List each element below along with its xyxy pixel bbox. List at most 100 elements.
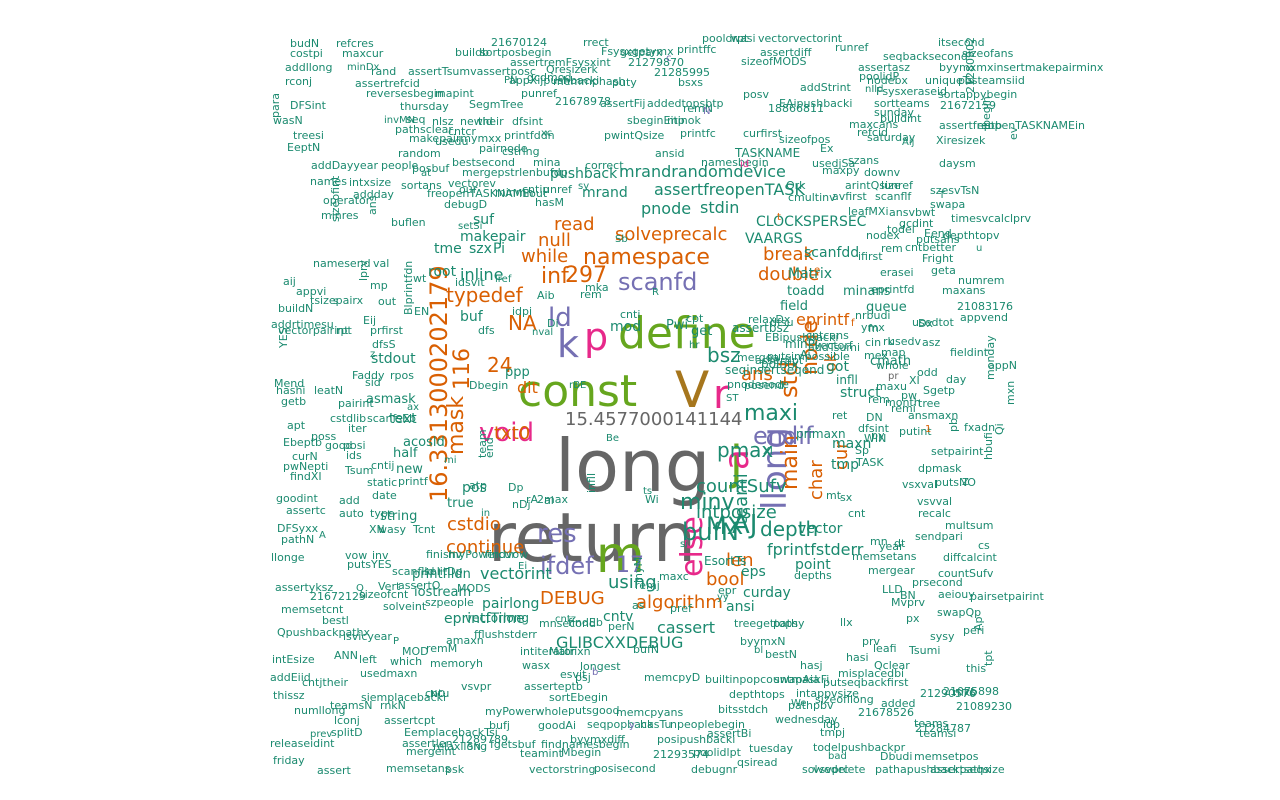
cloud-word: depthtopv [943,229,1000,242]
cloud-word: cin [865,336,882,349]
cloud-word: memsetans [386,762,451,775]
cloud-word: pwNepti [283,460,329,473]
cloud-word: misplacedbi [838,667,905,680]
cloud-word: mka [585,281,609,294]
cloud-word: pathN [281,533,315,546]
cloud-word: usedjSa [812,157,856,170]
cloud-word: read [554,214,595,235]
cloud-word: cstdio [447,514,501,535]
cloud-word: assertbsz [732,321,790,335]
cloud-word: suf [473,212,495,228]
cloud-word: splitD [331,726,363,739]
cloud-word: rA [526,493,539,506]
cloud-word: sortans [401,179,442,192]
cloud-word: cnt [848,507,866,520]
cloud-word: maxcans [849,118,899,131]
cloud-word: ids [346,449,362,462]
cloud-word: maxu [876,380,907,393]
cloud-word: saturday [867,131,916,144]
cloud-word: gcdmod [527,71,572,84]
cloud-word: P [393,636,400,647]
cloud-word: lconj [334,714,360,727]
cloud-word: buf [460,309,483,325]
cloud-word: intEsize [272,653,315,666]
cloud-word: continue [446,537,525,558]
cloud-word: mergear [868,564,915,577]
cloud-word: goodAi [538,719,577,732]
cloud-word: teamsN [330,699,373,712]
cloud-word: bestsecond [452,156,516,169]
cloud-word: todelpushbackpr [813,741,906,754]
cloud-word: thursday [400,100,449,113]
cloud-word: p [584,315,609,359]
cloud-word: rpt [336,324,352,337]
cloud-word: minok [667,114,701,127]
cloud-word: AJ [732,510,758,540]
cloud-word: countSufv [938,567,994,580]
cloud-word: timesvcalclprv [951,212,1032,225]
cloud-word: left [359,653,377,666]
cloud-word: llx [840,616,853,629]
cloud-word: 21285995 [654,66,710,79]
cloud-word: Di [547,317,559,330]
cloud-word: fieldint [950,346,989,359]
cloud-word: nIld [865,84,884,95]
cloud-word: mask [444,395,469,455]
cloud-word: k [557,322,580,366]
cloud-word: sortEbegin [549,691,609,704]
cloud-word: names [310,175,347,188]
cloud-word: aij [283,275,296,288]
cloud-word: stdin [700,198,740,217]
cloud-word: month [885,396,921,409]
cloud-word: remi [891,402,916,415]
cloud-word: asz [922,336,941,349]
cloud-word: getb [281,395,307,408]
cloud-word: as [632,599,645,612]
cloud-word: sizeofMODS [741,55,807,68]
cloud-word: pairnode [479,142,528,155]
cloud-word: Blprintfdn [402,260,415,315]
cloud-word: sid [365,376,381,389]
cloud-word: EN [414,305,430,318]
cloud-word: 21672129 [310,590,366,603]
cloud-word: memsetpos [914,750,979,763]
cloud-word: maxi [744,401,799,426]
cloud-word: using [608,572,657,593]
cloud-word: mergeint [406,745,456,758]
cloud-word: minPi [785,337,818,351]
cloud-word: cntbetter [905,241,956,254]
cloud-word: assertasz [858,61,911,74]
cloud-word: type [370,507,395,520]
cloud-word: val [373,257,390,270]
cloud-word: ibegin [980,96,993,130]
cloud-word: getparx [620,46,663,59]
cloud-word: 21279870 [628,56,684,69]
cloud-word: asserteptb [524,680,583,693]
cloud-word: buildN [278,302,314,315]
cloud-word: asmask [366,392,416,407]
cloud-word: mina [533,156,561,169]
cloud-word: para [269,93,282,118]
cloud-word: bufN [682,518,739,546]
cloud-word: itsecond [938,36,985,49]
cloud-word: pb [947,418,960,432]
cloud-word: minres [321,209,359,222]
cloud-word: VAARGS [745,231,803,247]
cloud-word: 15.4577000141144 [565,409,743,430]
cloud-word: Ebeptb [283,436,322,449]
cloud-word: 17 [616,553,644,578]
cloud-word: avfirst [832,190,867,203]
cloud-word: addDayyear [311,159,378,172]
cloud-word: XI [763,446,773,457]
cloud-word: Dx [918,317,933,330]
cloud-word: day [946,373,967,386]
cloud-word: memcpyans [616,706,684,719]
cloud-word: Aij [902,137,915,148]
cloud-word: mapint [435,87,474,100]
cloud-word: depths [794,569,832,582]
cloud-word: rBE [569,380,587,391]
cloud-word: llonge [271,551,305,564]
cloud-word: puty [612,76,637,89]
cloud-word: wt [413,272,427,285]
